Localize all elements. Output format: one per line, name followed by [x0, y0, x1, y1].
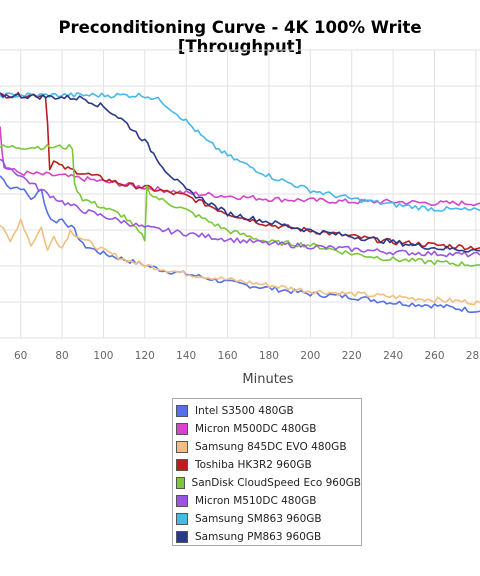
- series-line-6: [0, 92, 480, 212]
- x-tick-label: 260: [424, 350, 444, 362]
- x-tick-label: 120: [135, 350, 155, 362]
- legend-swatch: [176, 513, 188, 525]
- legend-label: Micron M510DC 480GB: [195, 495, 317, 507]
- legend-label: Micron M500DC 480GB: [195, 423, 317, 435]
- legend-label: Samsung SM863 960GB: [195, 513, 322, 525]
- chart-title: Preconditioning Curve - 4K 100% Write [T…: [58, 18, 422, 56]
- legend-item[interactable]: Samsung SM863 960GB: [176, 510, 361, 528]
- legend-item[interactable]: Micron M510DC 480GB: [176, 492, 361, 510]
- x-axis-label: Minutes: [242, 372, 293, 387]
- legend-item[interactable]: SanDisk CloudSpeed Eco 960GB: [176, 474, 361, 492]
- legend-label: Toshiba HK3R2 960GB: [195, 459, 312, 471]
- x-tick-label: 220: [342, 350, 362, 362]
- x-tick-label: 140: [176, 350, 196, 362]
- x-tick-labels: 60 80 100 120 140 160 180 200 220 240 260 280: [14, 350, 480, 362]
- x-tick-label: 280: [466, 350, 480, 362]
- x-tick-label: 240: [383, 350, 403, 362]
- series-line-0: [0, 175, 480, 314]
- legend-swatch: [176, 459, 188, 471]
- legend-label: SanDisk CloudSpeed Eco 960GB: [191, 477, 361, 489]
- series-line-4: [0, 143, 480, 267]
- legend-item[interactable]: Toshiba HK3R2 960GB: [176, 456, 361, 474]
- series-line-7: [0, 92, 480, 253]
- legend-swatch: [176, 477, 185, 489]
- series-lines: [0, 91, 480, 314]
- legend-label: Samsung PM863 960GB: [195, 531, 322, 543]
- legend-label: Intel S3500 480GB: [195, 405, 294, 417]
- x-tick-label: 200: [300, 350, 320, 362]
- legend-label: Samsung 845DC EVO 480GB: [195, 441, 347, 453]
- series-line-2: [0, 218, 480, 306]
- legend-item[interactable]: Samsung PM863 960GB: [176, 528, 361, 546]
- x-tick-label: 80: [55, 350, 68, 362]
- legend-item[interactable]: Samsung 845DC EVO 480GB: [176, 438, 361, 456]
- legend-swatch: [176, 495, 188, 507]
- legend-item[interactable]: Intel S3500 480GB: [176, 402, 361, 420]
- legend: Intel S3500 480GB Micron M500DC 480GB Sams…: [172, 398, 362, 546]
- x-tick-label: 180: [259, 350, 279, 362]
- legend-swatch: [176, 405, 188, 417]
- legend-swatch: [176, 441, 188, 453]
- x-tick-label: 160: [218, 350, 238, 362]
- x-tick-label: 60: [14, 350, 27, 362]
- legend-item[interactable]: Micron M500DC 480GB: [176, 420, 361, 438]
- legend-swatch: [176, 423, 188, 435]
- x-tick-label: 100: [93, 350, 113, 362]
- legend-swatch: [176, 531, 188, 543]
- series-line-1: [0, 126, 480, 207]
- series-line-5: [0, 158, 480, 258]
